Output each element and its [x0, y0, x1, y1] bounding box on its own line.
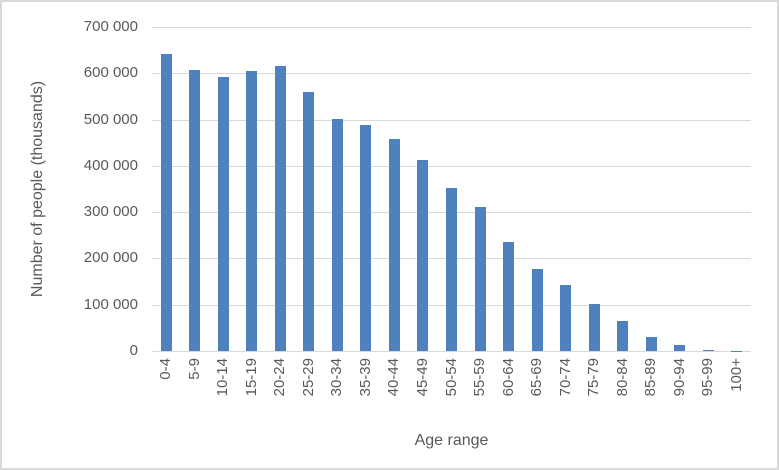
bar	[360, 124, 372, 351]
y-tick-label: 200 000	[83, 249, 138, 267]
bar	[702, 350, 714, 351]
x-tick-label: 40-44	[385, 358, 403, 397]
bar	[588, 303, 600, 351]
x-tick-label: 100+	[727, 358, 745, 392]
x-tick-label: 60-64	[499, 358, 517, 397]
x-tick-label: 90-94	[670, 358, 688, 397]
bar	[474, 207, 486, 351]
bar	[246, 70, 258, 351]
bar	[417, 159, 429, 351]
x-tick-label: 5-9	[185, 358, 203, 380]
bar	[331, 118, 343, 351]
bar	[674, 345, 686, 351]
x-tick-label: 80-84	[613, 358, 631, 397]
x-tick-label: 70-74	[556, 358, 574, 397]
bar	[388, 139, 400, 351]
x-tick-label: 35-39	[356, 358, 374, 397]
x-tick-label: 20-24	[271, 358, 289, 397]
x-tick-label: 15-19	[242, 358, 260, 397]
gridline	[152, 27, 751, 28]
bar	[303, 91, 315, 351]
y-tick-label: 600 000	[83, 64, 138, 82]
y-tick-label: 400 000	[83, 156, 138, 174]
x-tick-label: 85-89	[642, 358, 660, 397]
x-tick-label: 95-99	[699, 358, 717, 397]
gridline	[152, 165, 751, 167]
y-tick-label: 300 000	[83, 203, 138, 221]
x-tick-label: 75-79	[585, 358, 603, 397]
x-tick-label: 25-29	[299, 358, 317, 397]
x-tick-label: 0-4	[157, 358, 175, 380]
bar	[617, 320, 629, 351]
x-tick-label: 65-69	[528, 358, 546, 397]
bar	[503, 241, 515, 351]
bar	[189, 70, 201, 351]
y-tick-label: 100 000	[83, 295, 138, 313]
gridline	[152, 351, 751, 352]
y-tick-label: 0	[129, 342, 138, 359]
x-axis-title: Age range	[414, 432, 489, 449]
y-axis-title: Number of people (thousands)	[29, 80, 46, 298]
bar	[645, 336, 657, 351]
bar	[217, 76, 229, 351]
y-tick-label: 500 000	[83, 110, 138, 128]
x-tick-label: 45-49	[413, 358, 431, 397]
gridline	[152, 73, 751, 75]
bar	[160, 54, 172, 351]
x-tick-label: 30-34	[328, 358, 346, 397]
bar	[274, 65, 286, 351]
gridline	[152, 119, 751, 121]
bar	[531, 269, 543, 351]
x-tick-label: 10-14	[214, 358, 232, 397]
y-tick-label: 700 000	[83, 18, 138, 35]
x-tick-label: 55-59	[471, 358, 489, 397]
bar	[560, 284, 572, 351]
x-tick-label: 50-54	[442, 358, 460, 397]
bar	[446, 187, 457, 351]
